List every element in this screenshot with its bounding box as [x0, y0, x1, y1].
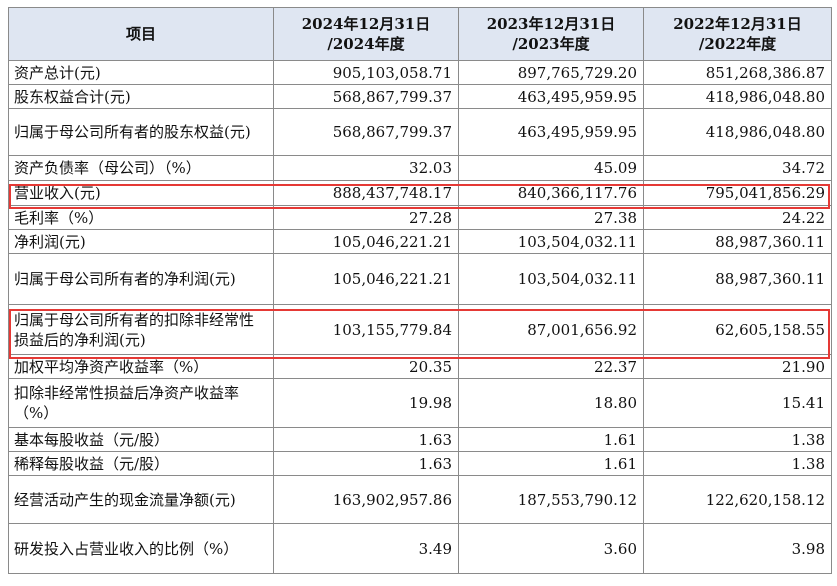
row-label: 扣除非经常性损益后净资产收益率（%） — [8, 378, 274, 428]
row-value-2023: 87,001,656.92 — [458, 304, 644, 355]
table-row: 经营活动产生的现金流量净额(元) 163,902,957.86 187,553,… — [8, 475, 832, 524]
row-value-2022: 418,986,048.80 — [643, 84, 832, 109]
row-value-2023: 103,504,032.11 — [458, 253, 644, 305]
row-value-2024: 1.63 — [273, 451, 459, 476]
row-value-2024: 163,902,957.86 — [273, 475, 459, 524]
row-value-2024: 1.63 — [273, 427, 459, 452]
row-value-2024: 20.35 — [273, 354, 459, 379]
row-value-2022: 24.22 — [643, 205, 832, 230]
row-value-2022: 851,268,386.87 — [643, 60, 832, 85]
row-value-2022: 34.72 — [643, 155, 832, 181]
row-value-2024: 568,867,799.37 — [273, 84, 459, 109]
header-period-line1: 2023年12月31日 — [486, 15, 616, 33]
row-label: 研发投入占营业收入的比例（%） — [8, 523, 274, 574]
row-value-2023: 18.80 — [458, 378, 644, 428]
row-value-2023: 45.09 — [458, 155, 644, 181]
header-period-line2: /2024年度 — [327, 35, 405, 53]
financial-table-wrapper: 项目 2024年12月31日 /2024年度 2023年12月31日 /2023… — [8, 7, 832, 574]
row-value-2024: 19.98 — [273, 378, 459, 428]
row-value-2022: 88,987,360.11 — [643, 253, 832, 305]
row-value-2023: 463,495,959.95 — [458, 84, 644, 109]
header-period-line2: /2023年度 — [512, 35, 590, 53]
row-value-2022: 62,605,158.55 — [643, 304, 832, 355]
header-period-2022: 2022年12月31日 /2022年度 — [643, 7, 832, 61]
row-label: 基本每股收益（元/股） — [8, 427, 274, 452]
header-period-line1: 2024年12月31日 — [301, 15, 431, 33]
header-period-2024: 2024年12月31日 /2024年度 — [273, 7, 459, 61]
table-row-highlighted: 营业收入(元) 888,437,748.17 840,366,117.76 79… — [8, 180, 832, 206]
row-value-2024: 568,867,799.37 — [273, 108, 459, 156]
table-row: 净利润(元) 105,046,221.21 103,504,032.11 88,… — [8, 229, 832, 254]
row-value-2023: 103,504,032.11 — [458, 229, 644, 254]
table-row: 资产负债率（母公司）（%） 32.03 45.09 34.72 — [8, 155, 832, 181]
row-value-2023: 463,495,959.95 — [458, 108, 644, 156]
row-value-2024: 103,155,779.84 — [273, 304, 459, 355]
row-label: 净利润(元) — [8, 229, 274, 254]
row-label: 归属于母公司所有者的股东权益(元) — [8, 108, 274, 156]
row-value-2022: 1.38 — [643, 427, 832, 452]
table-row: 资产总计(元) 905,103,058.71 897,765,729.20 85… — [8, 60, 832, 85]
row-label: 营业收入(元) — [8, 180, 274, 206]
row-value-2023: 22.37 — [458, 354, 644, 379]
row-value-2024: 888,437,748.17 — [273, 180, 459, 206]
row-value-2022: 795,041,856.29 — [643, 180, 832, 206]
header-period-line2: /2022年度 — [698, 35, 777, 53]
row-label: 经营活动产生的现金流量净额(元) — [8, 475, 274, 524]
row-value-2024: 905,103,058.71 — [273, 60, 459, 85]
row-value-2023: 1.61 — [458, 427, 644, 452]
row-value-2022: 1.38 — [643, 451, 832, 476]
header-item: 项目 — [8, 7, 274, 61]
row-value-2023: 840,366,117.76 — [458, 180, 644, 206]
row-value-2022: 3.98 — [643, 523, 832, 574]
row-value-2022: 88,987,360.11 — [643, 229, 832, 254]
row-value-2024: 27.28 — [273, 205, 459, 230]
row-value-2022: 21.90 — [643, 354, 832, 379]
table-row: 基本每股收益（元/股） 1.63 1.61 1.38 — [8, 427, 832, 452]
table-row: 归属于母公司所有者的净利润(元) 105,046,221.21 103,504,… — [8, 253, 832, 305]
table-row: 归属于母公司所有者的股东权益(元) 568,867,799.37 463,495… — [8, 108, 832, 156]
row-value-2024: 3.49 — [273, 523, 459, 574]
row-value-2024: 32.03 — [273, 155, 459, 181]
table-row: 研发投入占营业收入的比例（%） 3.49 3.60 3.98 — [8, 523, 832, 574]
row-value-2022: 122,620,158.12 — [643, 475, 832, 524]
row-label: 归属于母公司所有者的扣除非经常性损益后的净利润(元) — [8, 304, 274, 355]
table-header-row: 项目 2024年12月31日 /2024年度 2023年12月31日 /2023… — [8, 7, 832, 61]
row-label: 稀释每股收益（元/股） — [8, 451, 274, 476]
header-period-line1: 2022年12月31日 — [673, 15, 802, 33]
row-value-2023: 1.61 — [458, 451, 644, 476]
row-label: 资产负债率（母公司）（%） — [8, 155, 274, 181]
table-row: 股东权益合计(元) 568,867,799.37 463,495,959.95 … — [8, 84, 832, 109]
row-label: 归属于母公司所有者的净利润(元) — [8, 253, 274, 305]
row-value-2024: 105,046,221.21 — [273, 229, 459, 254]
header-period-2023: 2023年12月31日 /2023年度 — [458, 7, 644, 61]
table-row: 加权平均净资产收益率（%） 20.35 22.37 21.90 — [8, 354, 832, 379]
row-value-2023: 897,765,729.20 — [458, 60, 644, 85]
row-label: 股东权益合计(元) — [8, 84, 274, 109]
table-row-highlighted: 归属于母公司所有者的扣除非经常性损益后的净利润(元) 103,155,779.8… — [8, 304, 832, 355]
row-value-2022: 15.41 — [643, 378, 832, 428]
table-row: 毛利率（%） 27.28 27.38 24.22 — [8, 205, 832, 230]
table-row: 稀释每股收益（元/股） 1.63 1.61 1.38 — [8, 451, 832, 476]
row-value-2023: 3.60 — [458, 523, 644, 574]
table-row: 扣除非经常性损益后净资产收益率（%） 19.98 18.80 15.41 — [8, 378, 832, 428]
row-value-2023: 27.38 — [458, 205, 644, 230]
row-value-2022: 418,986,048.80 — [643, 108, 832, 156]
row-label: 资产总计(元) — [8, 60, 274, 85]
financial-indicators-table: 项目 2024年12月31日 /2024年度 2023年12月31日 /2023… — [8, 7, 832, 574]
row-label: 毛利率（%） — [8, 205, 274, 230]
row-value-2023: 187,553,790.12 — [458, 475, 644, 524]
row-label: 加权平均净资产收益率（%） — [8, 354, 274, 379]
row-value-2024: 105,046,221.21 — [273, 253, 459, 305]
